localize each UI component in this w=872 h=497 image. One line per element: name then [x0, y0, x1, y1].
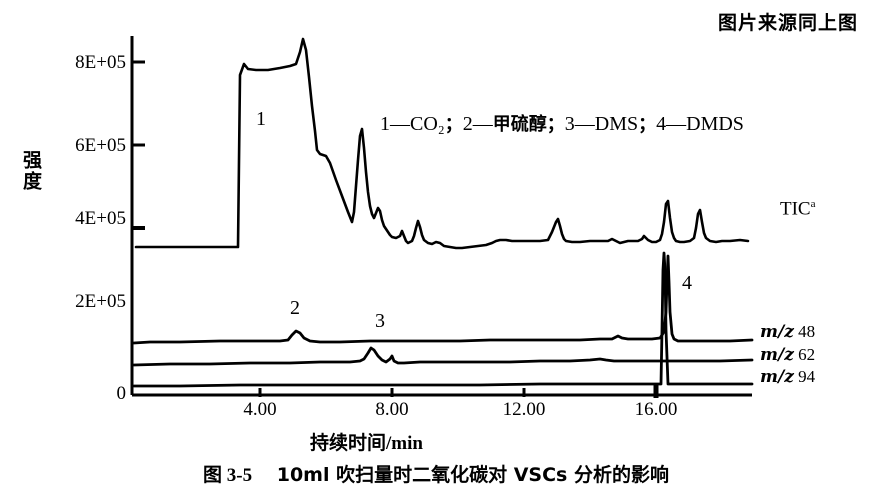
legend-item-3-name: DMS	[594, 113, 639, 135]
trace-label-mz62-value: 62	[798, 345, 816, 364]
trace-mz62	[132, 346, 754, 367]
x-axis-title-cn: 持续时间	[310, 432, 387, 454]
y-tick-label-0: 0	[116, 383, 127, 404]
x-tick-label-8: 8.00	[375, 399, 409, 420]
trace-mz94	[132, 251, 754, 388]
figure-caption: 图 3-5 10ml 吹扫量时二氧化碳对 VSCs 分析的影响	[0, 460, 872, 487]
peak-label-3: 3	[375, 310, 385, 332]
mz-symbol: m/z	[760, 367, 794, 387]
legend: 1—CO₂；2—甲硫醇；3—DMS；4—DMDS	[380, 113, 744, 135]
legend-item-2: 2	[462, 113, 473, 135]
x-tick-label-4: 4.00	[243, 399, 277, 420]
legend-item-1: 1	[380, 113, 390, 135]
legend-item-4-name: DMDS	[686, 113, 744, 135]
y-tick-label-4e5: 4E+05	[75, 208, 126, 229]
y-tick-label-2e5: 2E+05	[75, 291, 126, 312]
trace-label-mz94: m/z 94	[760, 367, 815, 387]
trace-label-mz94-value: 94	[798, 367, 816, 386]
legend-item-3: 3	[564, 113, 575, 135]
trace-label-mz48-value: 48	[798, 322, 816, 341]
x-axis-title: 持续时间/min	[310, 428, 423, 455]
trace-label-tic-text: TIC	[780, 198, 811, 220]
trace-label-mz48: m/z 48	[760, 322, 815, 342]
trace-mz48	[132, 254, 754, 345]
legend-item-2-name: 甲硫醇	[492, 114, 547, 135]
trace-tic	[134, 37, 750, 250]
x-axis-title-unit: /min	[386, 433, 423, 454]
trace-label-tic-superscript: a	[810, 198, 816, 210]
figure-caption-text: 10ml 吹扫量时二氧化碳对 VSCs 分析的影响	[276, 464, 669, 486]
peak-label-2: 2	[290, 297, 300, 319]
peak-label-4: 4	[682, 272, 692, 294]
mz-symbol: m/z	[760, 345, 794, 365]
figure-number: 图 3-5	[203, 465, 253, 486]
legend-item-1-name: CO₂	[410, 113, 445, 135]
y-tick-label-8e5: 8E+05	[75, 52, 126, 73]
source-note: 图片来源同上图	[717, 12, 858, 34]
trace-label-tic: TICa	[780, 198, 816, 220]
x-tick-label-12: 12.00	[502, 399, 546, 420]
axis-group	[130, 36, 752, 398]
x-tick-label-16: 16.00	[634, 399, 678, 420]
y-tick-label-6e5: 6E+05	[75, 135, 126, 156]
legend-item-4: 4	[656, 113, 667, 135]
trace-label-mz62: m/z 62	[760, 345, 815, 365]
mz-symbol: m/z	[760, 322, 794, 342]
chromatogram-plot	[130, 36, 754, 398]
y-axis-title: 强度	[20, 150, 42, 192]
peak-label-1: 1	[256, 108, 266, 130]
